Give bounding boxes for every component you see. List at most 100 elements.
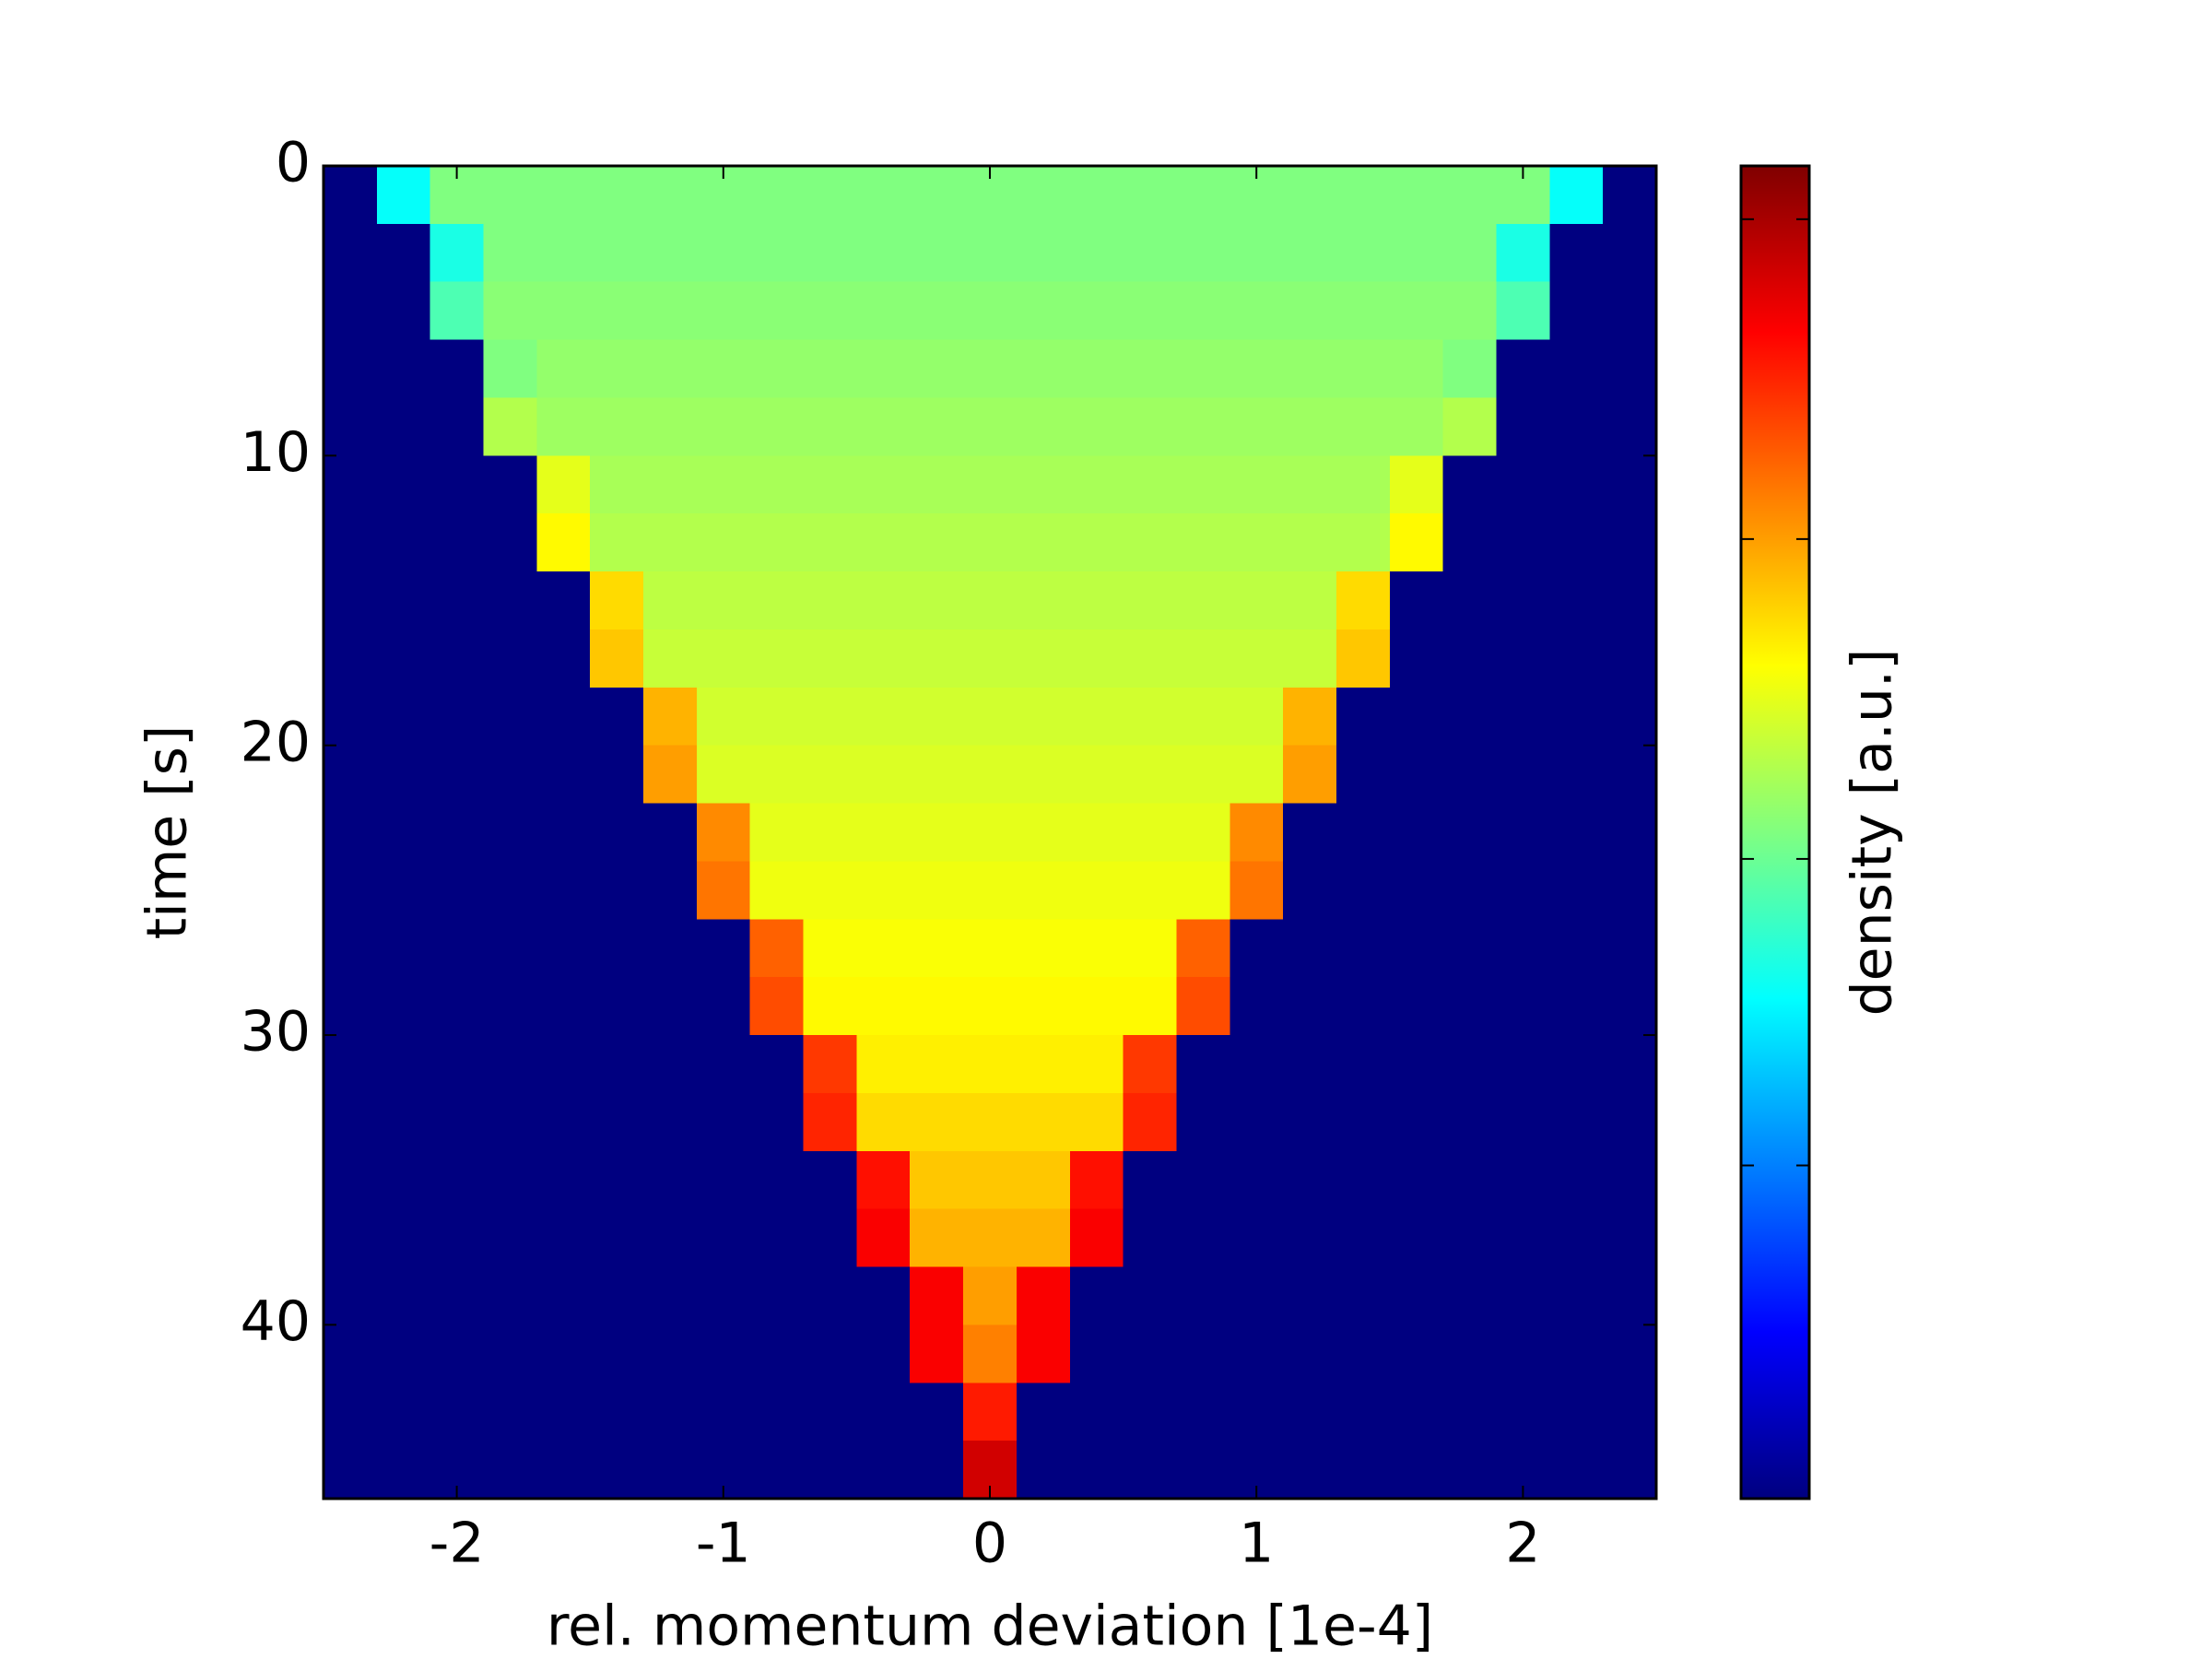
- cell: [1442, 861, 1497, 920]
- cell: [590, 861, 644, 920]
- cell: [376, 1382, 431, 1441]
- cell: [643, 1208, 698, 1268]
- cell: [1389, 1035, 1444, 1094]
- cell: [1603, 629, 1657, 688]
- cell: [803, 1035, 857, 1094]
- cell: [1230, 397, 1284, 456]
- cell: [696, 397, 751, 456]
- cell: [324, 223, 378, 283]
- cell: [1335, 1208, 1391, 1268]
- cell: [1549, 629, 1604, 688]
- cell: [856, 1441, 911, 1500]
- cell: [1283, 397, 1337, 456]
- cell: [803, 1092, 857, 1152]
- cell: [1123, 571, 1177, 630]
- cell: [803, 571, 857, 630]
- cell: [1496, 339, 1550, 398]
- cell: [1016, 629, 1071, 688]
- cell: [1496, 977, 1550, 1036]
- cell: [1283, 1382, 1337, 1441]
- cell: [856, 1092, 911, 1152]
- cell: [1603, 745, 1657, 805]
- cell: [1069, 166, 1124, 225]
- cell: [376, 339, 431, 398]
- cell: [590, 166, 644, 225]
- cell: [1389, 455, 1444, 514]
- cell: [1176, 1266, 1230, 1325]
- cell: [1283, 1324, 1337, 1383]
- cell: [910, 803, 964, 862]
- cell: [1069, 1324, 1124, 1383]
- cell: [1123, 1150, 1177, 1210]
- cell: [1230, 977, 1284, 1036]
- cell: [1016, 1208, 1071, 1268]
- cell: [1549, 745, 1604, 805]
- cell: [1496, 1150, 1550, 1210]
- cell: [1283, 687, 1337, 747]
- cell: [483, 977, 537, 1036]
- cell: [1335, 1441, 1391, 1500]
- cell: [1069, 397, 1124, 456]
- cell: [483, 166, 537, 225]
- cell: [376, 397, 431, 456]
- cell: [803, 803, 857, 862]
- cell: [376, 629, 431, 688]
- cell: [1389, 339, 1444, 398]
- cell: [643, 455, 698, 514]
- cell: [483, 1382, 537, 1441]
- cell: [1123, 629, 1177, 688]
- cell: [856, 455, 911, 514]
- cell: [536, 1382, 591, 1441]
- cell: [429, 455, 485, 514]
- cell: [1016, 745, 1071, 805]
- cell: [963, 1324, 1018, 1383]
- cell: [483, 1324, 537, 1383]
- cell: [324, 1092, 378, 1152]
- cell: [963, 1266, 1018, 1325]
- cell: [536, 1150, 591, 1210]
- cell: [749, 397, 805, 456]
- cell: [643, 513, 698, 572]
- cell: [1335, 397, 1391, 456]
- cell: [376, 745, 431, 805]
- cell: [1603, 281, 1657, 341]
- cell: [1496, 455, 1550, 514]
- cell: [1016, 1382, 1071, 1441]
- cell: [590, 803, 644, 862]
- cell: [749, 1382, 805, 1441]
- cell: [696, 861, 751, 920]
- cell: [1069, 1150, 1124, 1210]
- cell: [536, 861, 591, 920]
- cell: [1230, 1035, 1284, 1094]
- cell: [376, 861, 431, 920]
- cell: [696, 339, 751, 398]
- cell: [1549, 1382, 1604, 1441]
- cell: [590, 1324, 644, 1383]
- cell: [1069, 745, 1124, 805]
- cell: [1283, 223, 1337, 283]
- cell: [803, 861, 857, 920]
- cell: [1549, 223, 1604, 283]
- cell: [1549, 1208, 1604, 1268]
- cell: [643, 629, 698, 688]
- cell: [803, 339, 857, 398]
- cell: [1442, 1382, 1497, 1441]
- cell: [910, 455, 964, 514]
- cell: [1389, 745, 1444, 805]
- cell: [1016, 1092, 1071, 1152]
- cell: [1016, 1324, 1071, 1383]
- cell: [1283, 455, 1337, 514]
- cell: [1442, 571, 1497, 630]
- cell: [1442, 1092, 1497, 1152]
- cell: [1069, 687, 1124, 747]
- cell: [1389, 1441, 1444, 1500]
- cell: [376, 513, 431, 572]
- cell: [1283, 339, 1337, 398]
- cell: [910, 571, 964, 630]
- cell: [856, 803, 911, 862]
- cell: [1389, 513, 1444, 572]
- cell: [1123, 455, 1177, 514]
- cell: [1230, 687, 1284, 747]
- cell: [963, 803, 1018, 862]
